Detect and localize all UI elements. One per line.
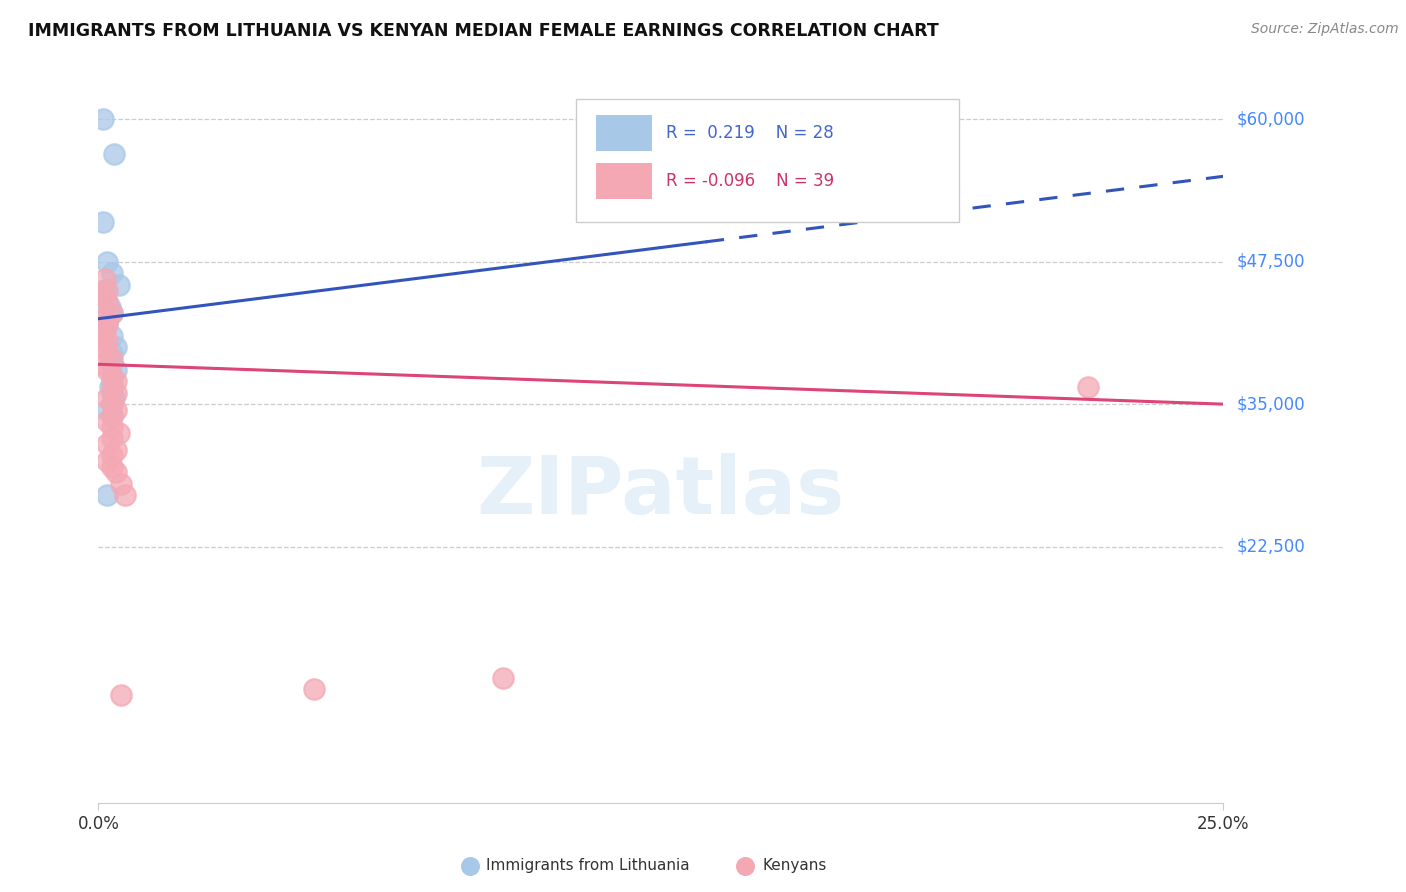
Point [107, 277, 129, 292]
Point [94, 323, 117, 337]
Point [91, 323, 114, 337]
Point [101, 375, 124, 389]
Point [91, 289, 114, 303]
Point [114, 488, 136, 502]
Point [96, 294, 118, 309]
Point [91, 289, 114, 303]
Point [91, 311, 114, 326]
Point [94, 272, 117, 286]
Point [101, 368, 124, 383]
Point [101, 306, 124, 320]
Point [492, 671, 515, 685]
Point [105, 402, 128, 417]
Point [96, 318, 118, 332]
Point [101, 346, 124, 360]
Point [101, 397, 124, 411]
Point [105, 466, 128, 480]
Point [101, 351, 124, 366]
Point [96, 392, 118, 406]
Point [105, 385, 128, 400]
Point [96, 254, 118, 268]
Point [1077, 380, 1099, 394]
Point [96, 318, 118, 332]
Point [101, 328, 124, 343]
Point [101, 397, 124, 411]
Point [91, 112, 114, 127]
Text: $47,500: $47,500 [1237, 252, 1305, 271]
Point [101, 266, 124, 280]
Point [101, 431, 124, 445]
Point [101, 459, 124, 474]
Point [96, 363, 118, 377]
Point [695, 198, 717, 212]
Text: Kenyans: Kenyans [762, 858, 827, 873]
Point [101, 420, 124, 434]
Point [101, 409, 124, 423]
Point [107, 425, 129, 440]
Point [304, 681, 326, 696]
Point [105, 363, 128, 377]
Point [91, 357, 114, 371]
Point [110, 688, 132, 702]
Point [105, 340, 128, 354]
Point [96, 346, 118, 360]
Point [101, 385, 124, 400]
Point [91, 215, 114, 229]
Point [105, 442, 128, 457]
Point [96, 454, 118, 468]
Point [105, 375, 128, 389]
Point [101, 306, 124, 320]
Point [110, 476, 132, 491]
Point [91, 311, 114, 326]
Point [101, 409, 124, 423]
FancyBboxPatch shape [576, 99, 959, 221]
Text: ZIPatlas: ZIPatlas [477, 453, 845, 531]
Point [101, 380, 124, 394]
Point [101, 449, 124, 463]
Point [96, 283, 118, 297]
Point [96, 402, 118, 417]
FancyBboxPatch shape [596, 163, 652, 199]
Point [98, 380, 121, 394]
Point [94, 283, 117, 297]
FancyBboxPatch shape [596, 115, 652, 151]
Text: R =  0.219    N = 28: R = 0.219 N = 28 [666, 124, 834, 142]
Text: Source: ZipAtlas.com: Source: ZipAtlas.com [1251, 22, 1399, 37]
Point [96, 334, 118, 349]
Point [91, 328, 114, 343]
Point [103, 146, 125, 161]
Text: IMMIGRANTS FROM LITHUANIA VS KENYAN MEDIAN FEMALE EARNINGS CORRELATION CHART: IMMIGRANTS FROM LITHUANIA VS KENYAN MEDI… [28, 22, 939, 40]
Point [103, 392, 125, 406]
Text: $22,500: $22,500 [1237, 538, 1305, 556]
Text: R = -0.096    N = 39: R = -0.096 N = 39 [666, 172, 835, 190]
Point [96, 414, 118, 428]
Point [96, 294, 118, 309]
Point [91, 340, 114, 354]
Point [98, 301, 121, 315]
Text: $35,000: $35,000 [1237, 395, 1305, 413]
Text: Immigrants from Lithuania: Immigrants from Lithuania [486, 858, 690, 873]
Text: $60,000: $60,000 [1237, 111, 1305, 128]
Point [96, 437, 118, 451]
Point [96, 488, 118, 502]
Point [101, 357, 124, 371]
